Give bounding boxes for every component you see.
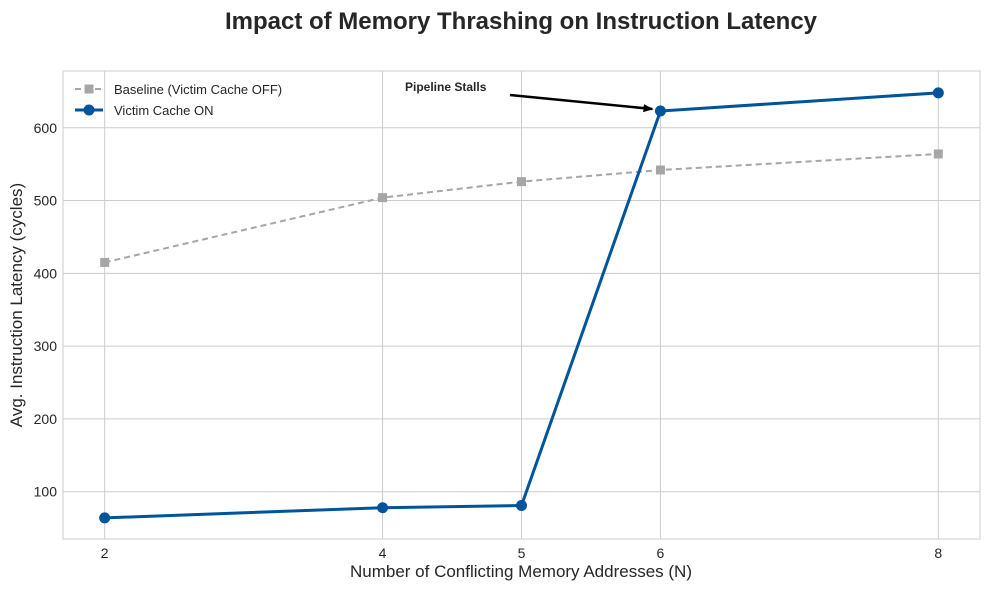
x-tick-label: 6 <box>657 545 665 561</box>
x-axis-label: Number of Conflicting Memory Addresses (… <box>350 562 692 581</box>
x-tick-label: 5 <box>518 545 526 561</box>
chart-title: Impact of Memory Thrashing on Instructio… <box>225 8 818 35</box>
x-tick-label: 4 <box>379 545 387 561</box>
annotation-layer: Pipeline Stalls <box>405 80 654 113</box>
data-point <box>99 512 111 524</box>
plot-area-frame <box>62 70 981 540</box>
series-layer <box>99 87 944 524</box>
data-point <box>517 177 526 187</box>
grid <box>63 71 980 539</box>
x-tick-label: 2 <box>101 545 109 561</box>
x-tick-label: 8 <box>934 545 942 561</box>
data-point <box>655 165 665 175</box>
legend-label: Victim Cache ON <box>114 103 213 118</box>
legend-label: Baseline (Victim Cache OFF) <box>114 82 282 97</box>
data-point <box>516 500 527 512</box>
y-axis-label: Avg. Instruction Latency (cycles) <box>7 183 26 427</box>
legend-item: Victim Cache ON <box>75 103 213 118</box>
data-point <box>654 105 666 117</box>
data-point <box>378 193 388 203</box>
series-baseline <box>100 149 943 267</box>
legend-item: Baseline (Victim Cache OFF) <box>75 82 282 97</box>
data-point <box>377 502 389 514</box>
axis-ticks: 2 4 5 6 8 100 200 300 400 500 600 <box>34 120 943 561</box>
y-tick-label: 500 <box>34 193 58 209</box>
y-tick-label: 300 <box>34 338 58 354</box>
y-tick-label: 400 <box>34 265 58 281</box>
y-tick-label: 600 <box>34 120 58 136</box>
y-tick-label: 100 <box>34 484 58 500</box>
annotation-label: Pipeline Stalls <box>405 80 487 94</box>
legend-marker <box>84 84 94 94</box>
y-tick-label: 200 <box>34 411 58 427</box>
annotation-arrow <box>509 93 654 113</box>
legend-marker <box>83 104 95 116</box>
data-point <box>100 257 110 267</box>
series-victim-cache-on <box>99 87 944 524</box>
data-point <box>933 149 943 159</box>
legend: Baseline (Victim Cache OFF) Victim Cache … <box>75 82 282 118</box>
data-point <box>932 87 944 99</box>
